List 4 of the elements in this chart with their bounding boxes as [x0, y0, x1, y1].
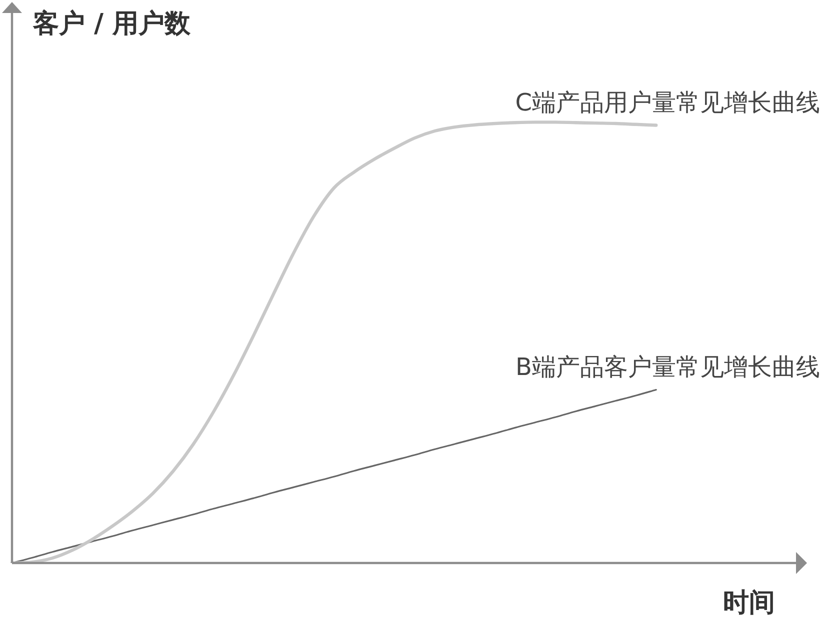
y-axis-title: 客户 / 用户数 [32, 9, 192, 39]
x-axis-title: 时间 [723, 588, 775, 617]
series-label: C端产品用户量常见增长曲线 [515, 88, 820, 116]
series-label: B端产品客户量常见增长曲线 [516, 352, 820, 381]
